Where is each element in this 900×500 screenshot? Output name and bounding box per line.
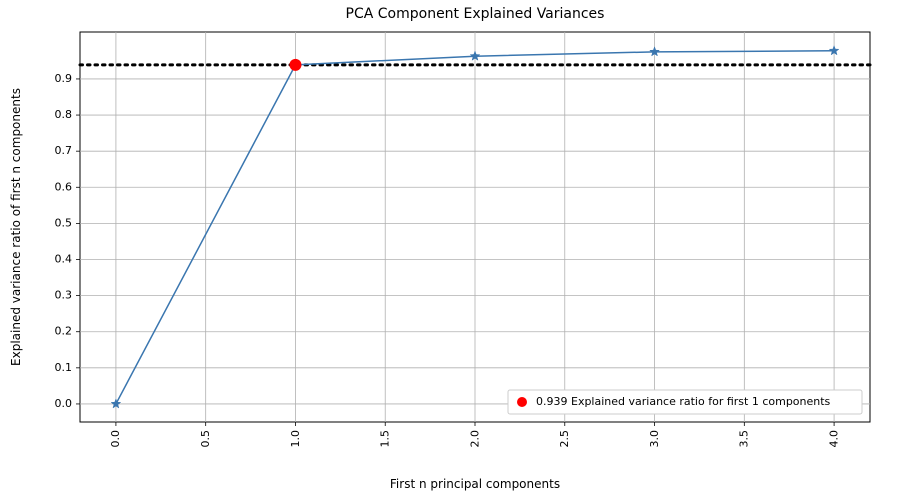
x-axis-label: First n principal components bbox=[390, 477, 560, 491]
x-tick-label: 1.5 bbox=[379, 430, 392, 448]
x-tick-label: 2.5 bbox=[558, 430, 571, 448]
x-tick-label: 0.0 bbox=[109, 430, 122, 448]
legend-label: 0.939 Explained variance ratio for first… bbox=[536, 395, 831, 408]
y-tick-label: 0.9 bbox=[55, 72, 73, 85]
x-tick-label: 3.5 bbox=[738, 430, 751, 448]
legend: 0.939 Explained variance ratio for first… bbox=[508, 390, 862, 414]
y-tick-label: 0.0 bbox=[55, 397, 73, 410]
y-tick-label: 0.4 bbox=[55, 253, 73, 266]
y-tick-label: 0.7 bbox=[55, 144, 73, 157]
chart-svg: 0.0 0.5 1.0 1.5 2.0 2.5 3.0 3.5 4.0 0.0 0.1 0.2 0.3 0… bbox=[0, 0, 900, 500]
pca-variance-chart: 0.0 0.5 1.0 1.5 2.0 2.5 3.0 3.5 4.0 0.0 0.1 0.2 0.3 0… bbox=[0, 0, 900, 500]
y-tick-label: 0.2 bbox=[55, 325, 73, 338]
highlight-point bbox=[289, 59, 301, 71]
y-tick-label: 0.3 bbox=[55, 289, 73, 302]
y-tick-label: 0.6 bbox=[55, 180, 73, 193]
y-tick-label: 0.5 bbox=[55, 216, 73, 229]
x-tick-label: 2.0 bbox=[468, 430, 481, 448]
y-axis-label: Explained variance ratio of first n comp… bbox=[9, 88, 23, 366]
x-tick-label: 4.0 bbox=[827, 430, 840, 448]
y-tick-label: 0.8 bbox=[55, 108, 73, 121]
x-tick-label: 3.0 bbox=[648, 430, 661, 448]
chart-title: PCA Component Explained Variances bbox=[346, 6, 605, 22]
x-tick-label: 0.5 bbox=[199, 430, 212, 448]
legend-marker-icon bbox=[517, 397, 527, 407]
y-tick-label: 0.1 bbox=[55, 361, 73, 374]
x-tick-label: 1.0 bbox=[289, 430, 302, 448]
